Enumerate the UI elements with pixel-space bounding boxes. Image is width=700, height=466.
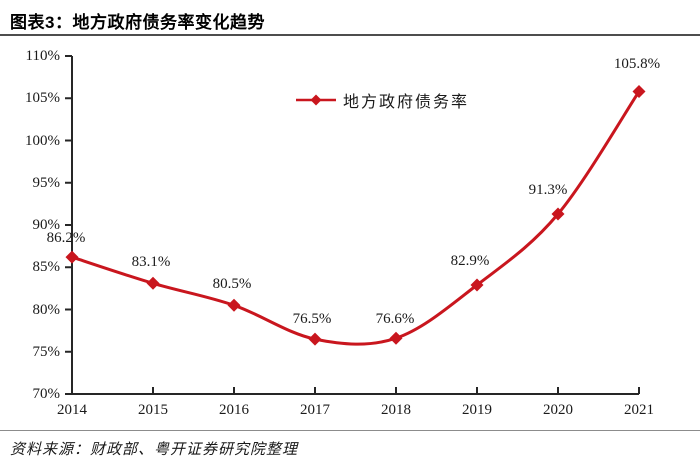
line-chart-canvas (65, 55, 646, 395)
x-axis-tick-label: 2016 (219, 402, 249, 418)
data-point-marker (551, 207, 565, 221)
series-line (70, 90, 641, 346)
data-point-marker (632, 84, 646, 98)
y-axis-tick-label: 70% (32, 386, 61, 402)
legend-line-diamond-icon (296, 94, 336, 106)
x-axis-tick-label: 2019 (462, 402, 492, 418)
x-axis-tick-label: 2020 (543, 402, 573, 418)
data-point-label: 80.5% (212, 276, 252, 293)
data-point-marker (65, 250, 79, 264)
chart-plot-area: 地方政府债务率 70% 75% 80% 85% 90% 95% 100% 105% 110% 20… (0, 36, 700, 428)
chart-legend: 地方政府债务率 (296, 88, 469, 112)
y-axis-tick-label: 90% (32, 217, 61, 233)
source-note: 资料来源：财政部、粤开证券研究院整理 (10, 442, 299, 458)
chart-caption: 图表3：地方政府债务率变化趋势 (10, 13, 265, 32)
y-axis-tick-label: 85% (32, 259, 61, 276)
x-axis-tick-label: 2015 (138, 402, 168, 418)
x-axis-tick-label: 2018 (381, 402, 411, 418)
data-point-marker (389, 331, 403, 345)
data-point-label: 76.6% (375, 311, 415, 328)
caption-underline (0, 34, 700, 36)
y-axis-tick-label: 105% (25, 90, 60, 107)
data-point-label: 105.8% (613, 56, 661, 73)
y-axis-tick-label: 100% (25, 132, 60, 149)
data-point-label: 86.2% (46, 230, 86, 247)
data-point-label: 82.9% (450, 252, 490, 269)
x-axis-tick-label: 2021 (624, 402, 654, 418)
data-point-label: 83.1% (131, 254, 171, 271)
data-point-marker (146, 276, 160, 290)
x-axis-tick-label: 2014 (57, 402, 87, 418)
data-point-marker (227, 298, 241, 312)
footer-divider (0, 430, 700, 431)
legend-series-label: 地方政府债务率 (343, 94, 470, 111)
data-point-marker (308, 332, 322, 346)
y-axis-tick-label: 80% (32, 301, 61, 318)
y-axis-tick-label: 110% (25, 48, 60, 64)
y-axis-tick-label: 75% (32, 343, 61, 360)
x-axis-tick-label: 2017 (300, 402, 330, 418)
y-axis-tick-label: 95% (32, 174, 61, 191)
data-point-label: 91.3% (528, 182, 568, 198)
data-point-label: 76.5% (292, 311, 332, 328)
data-point-marker (470, 278, 484, 292)
